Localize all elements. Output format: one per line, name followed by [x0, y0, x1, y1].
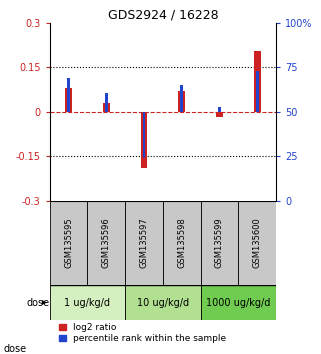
Text: dose: dose: [27, 297, 50, 308]
Text: 1 ug/kg/d: 1 ug/kg/d: [65, 297, 110, 308]
Bar: [87, 201, 125, 285]
Bar: [178, 91, 185, 112]
Legend: log2 ratio, percentile rank within the sample: log2 ratio, percentile rank within the s…: [59, 323, 226, 343]
Text: GSM135598: GSM135598: [177, 217, 186, 268]
Text: 1000 ug/kg/d: 1000 ug/kg/d: [206, 297, 271, 308]
Bar: [143, 112, 145, 158]
Bar: [180, 85, 183, 112]
Bar: [103, 103, 110, 112]
Bar: [218, 107, 221, 112]
Text: GSM135600: GSM135600: [253, 217, 262, 268]
Bar: [67, 78, 70, 112]
Bar: [163, 201, 201, 285]
Bar: [141, 112, 147, 168]
Text: GSM135596: GSM135596: [102, 217, 111, 268]
Title: GDS2924 / 16228: GDS2924 / 16228: [108, 9, 218, 22]
Bar: [201, 201, 238, 285]
Bar: [125, 285, 201, 320]
Text: GSM135595: GSM135595: [64, 218, 73, 268]
Bar: [50, 201, 87, 285]
Text: GSM135597: GSM135597: [140, 217, 149, 268]
Bar: [125, 201, 163, 285]
Text: GSM135599: GSM135599: [215, 218, 224, 268]
Bar: [238, 201, 276, 285]
Bar: [254, 51, 261, 112]
Text: 10 ug/kg/d: 10 ug/kg/d: [137, 297, 189, 308]
Bar: [65, 87, 72, 112]
Bar: [256, 71, 258, 112]
Bar: [105, 93, 108, 112]
Bar: [201, 285, 276, 320]
Bar: [50, 285, 125, 320]
Text: dose: dose: [3, 344, 26, 354]
Bar: [216, 112, 223, 117]
